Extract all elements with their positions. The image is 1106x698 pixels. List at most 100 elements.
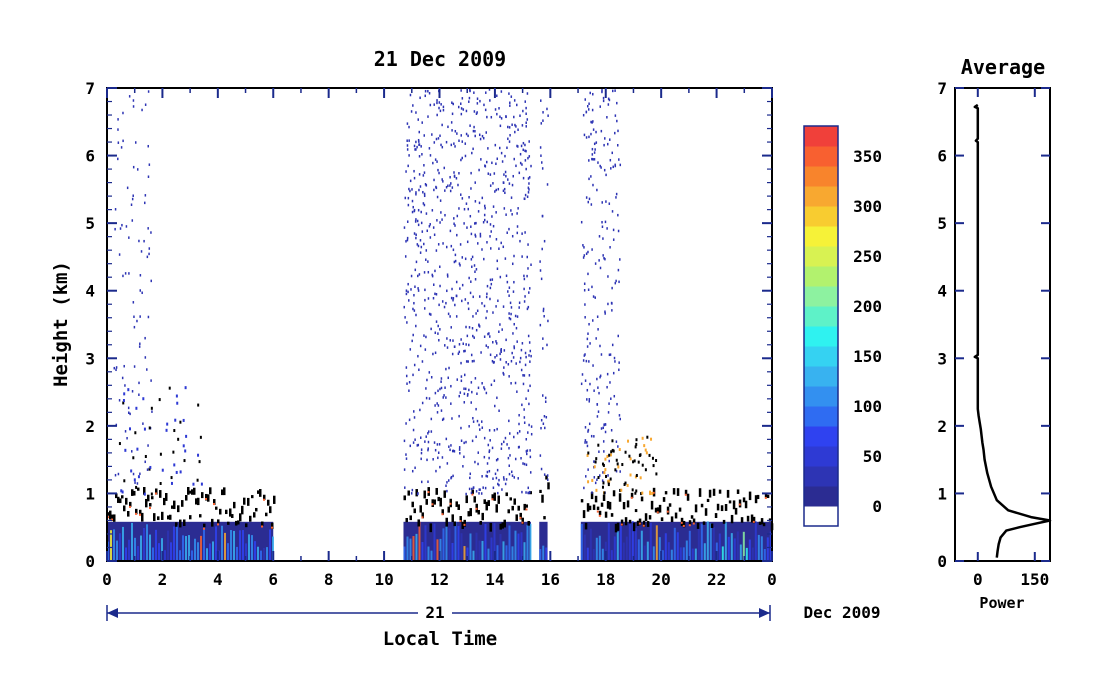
cloud-top-mark <box>596 510 599 513</box>
noise-dot <box>134 481 136 484</box>
cloud-top-mark <box>425 498 428 505</box>
plume-mark <box>150 406 153 410</box>
y-tick-label: 7 <box>85 79 95 98</box>
cloud-top-mark <box>684 489 688 495</box>
noise-dot <box>516 315 519 318</box>
cloud-top-mark <box>443 490 446 498</box>
heatmap-streak <box>754 521 757 561</box>
noise-dot <box>479 137 482 141</box>
noise-dot <box>497 299 499 303</box>
cloud-top-mark <box>630 492 634 499</box>
heatmap-streak <box>433 523 436 561</box>
noise-dot <box>489 286 492 290</box>
noise-dot <box>427 447 429 450</box>
noise-dot <box>526 452 528 456</box>
noise-dot <box>476 102 479 105</box>
cloud-top-mark <box>217 523 219 526</box>
noise-dot <box>450 402 452 405</box>
cloud-top-mark <box>127 510 130 517</box>
noise-dot <box>509 301 512 305</box>
plume-mark <box>200 482 203 486</box>
noise-dot <box>427 297 430 300</box>
noise-dot <box>528 341 531 344</box>
noise-dot <box>403 439 406 443</box>
heatmap-streak <box>670 549 673 561</box>
noise-dot <box>525 121 527 125</box>
noise-dot <box>436 101 438 105</box>
x-tick-label: 4 <box>213 570 223 589</box>
noise-dot <box>413 144 416 148</box>
noise-dot <box>524 100 527 103</box>
cloud-top-mark <box>642 524 645 527</box>
noise-dot <box>415 233 417 237</box>
noise-dot <box>414 285 416 288</box>
cloud-top-mark <box>644 513 648 521</box>
noise-dot <box>500 151 503 155</box>
plume-mark <box>174 418 177 422</box>
noise-dot <box>546 474 549 477</box>
heatmap-streak <box>421 541 424 561</box>
noise-dot <box>423 171 426 174</box>
noise-dot <box>117 157 119 161</box>
noise-dot <box>470 225 472 228</box>
noise-dot <box>520 144 523 148</box>
plume-mark <box>606 454 609 458</box>
noise-dot <box>520 368 523 372</box>
noise-dot <box>470 280 472 283</box>
plume-mark <box>615 458 618 462</box>
cloud-top-mark <box>674 512 678 519</box>
noise-dot <box>474 460 476 464</box>
noise-dot <box>432 226 435 229</box>
plume-mark <box>177 437 180 441</box>
noise-dot <box>428 225 431 228</box>
cloud-top-mark <box>688 520 692 525</box>
noise-dot <box>437 389 439 393</box>
noise-dot <box>452 339 454 342</box>
noise-dot <box>516 231 519 235</box>
cloud-top-mark <box>730 514 734 524</box>
noise-dot <box>583 133 586 137</box>
noise-dot <box>139 315 141 318</box>
avg-y-tick-label: 4 <box>937 282 947 301</box>
noise-dot <box>592 183 594 187</box>
noise-dot <box>500 350 502 354</box>
noise-dot <box>506 146 508 150</box>
noise-dot <box>611 151 613 155</box>
noise-dot <box>524 159 527 162</box>
cloud-top-mark <box>521 517 524 525</box>
heatmap-streak <box>475 532 478 561</box>
heatmap-streak <box>463 546 466 561</box>
cloud-top-mark <box>115 493 118 499</box>
cloud-top-mark <box>239 513 242 522</box>
plume-mark <box>611 439 614 443</box>
heatmap-streak <box>742 531 745 561</box>
noise-dot <box>479 488 481 491</box>
cloud-top-mark <box>441 513 444 516</box>
heatmap-streak <box>634 528 637 561</box>
noise-dot <box>496 427 498 431</box>
noise-dot <box>447 376 450 380</box>
noise-dot <box>438 338 440 342</box>
plume-mark <box>198 460 201 464</box>
cloud-top-mark <box>744 500 748 509</box>
noise-dot <box>482 220 485 224</box>
noise-dot <box>484 108 487 112</box>
heatmap-streak <box>427 546 430 561</box>
noise-dot <box>584 98 586 101</box>
noise-dot <box>519 239 521 243</box>
cloud-top-mark <box>543 516 546 520</box>
heatmap-streak <box>709 523 712 561</box>
noise-dot <box>595 141 598 144</box>
noise-dot <box>420 245 423 249</box>
noise-dot <box>544 400 547 403</box>
cloud-top-mark <box>539 489 542 494</box>
noise-dot <box>463 207 466 211</box>
noise-dot <box>614 281 617 285</box>
cloud-top-mark <box>213 499 216 506</box>
cloud-top-mark <box>195 498 198 505</box>
cloud-top-mark <box>135 512 137 515</box>
cloud-top-mark <box>463 523 466 526</box>
heatmap-streak <box>263 547 265 561</box>
